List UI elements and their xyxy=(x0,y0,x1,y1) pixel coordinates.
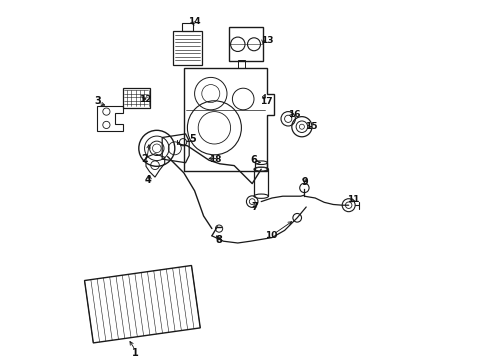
Text: 10: 10 xyxy=(265,231,277,240)
Text: 2: 2 xyxy=(142,154,148,164)
Text: 6: 6 xyxy=(250,155,257,165)
Text: 8: 8 xyxy=(216,235,222,245)
Ellipse shape xyxy=(255,167,268,171)
Text: 13: 13 xyxy=(261,36,273,45)
Bar xyxy=(173,31,202,65)
Text: 3: 3 xyxy=(94,96,101,106)
Text: 12: 12 xyxy=(139,95,151,104)
Text: 15: 15 xyxy=(305,122,318,131)
Text: 1: 1 xyxy=(132,348,139,358)
Text: 17: 17 xyxy=(260,97,272,106)
Text: 18: 18 xyxy=(209,155,222,163)
Text: 14: 14 xyxy=(188,17,200,26)
Text: 9: 9 xyxy=(301,177,308,187)
Text: 5: 5 xyxy=(190,134,196,144)
Bar xyxy=(122,88,149,108)
Text: 4: 4 xyxy=(145,175,151,185)
Text: 7: 7 xyxy=(251,202,258,212)
Text: 11: 11 xyxy=(347,195,359,204)
Bar xyxy=(238,60,245,68)
Bar xyxy=(229,27,263,61)
Text: 16: 16 xyxy=(288,110,300,119)
